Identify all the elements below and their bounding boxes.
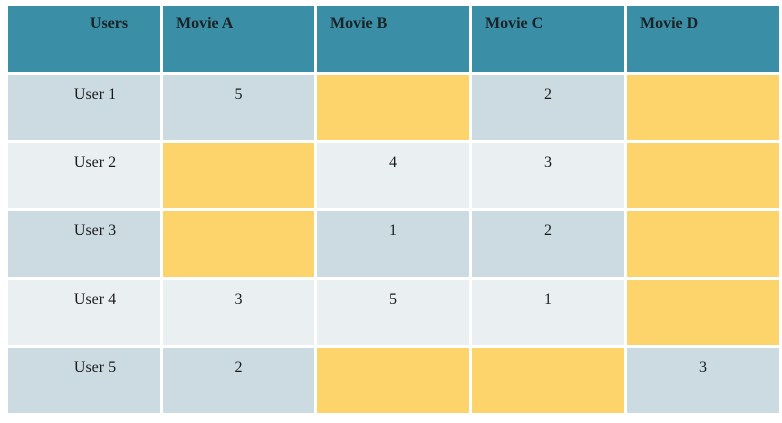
missing-rating-cell (627, 211, 779, 277)
missing-rating-cell (163, 211, 314, 277)
user-label: User 1 (8, 75, 160, 140)
missing-rating-cell (627, 75, 779, 140)
rating-cell: 2 (472, 75, 624, 140)
missing-rating-cell (317, 348, 469, 413)
rating-cell: 3 (627, 348, 779, 413)
user-label: User 2 (8, 143, 160, 208)
rating-cell: 2 (163, 348, 314, 413)
header-movie-a: Movie A (163, 6, 314, 72)
rating-cell: 5 (163, 75, 314, 140)
user-label: User 3 (8, 211, 160, 277)
rating-cell: 2 (472, 211, 624, 277)
missing-rating-cell (317, 75, 469, 140)
rating-cell: 1 (472, 280, 624, 345)
missing-rating-cell (472, 348, 624, 413)
user-label: User 4 (8, 280, 160, 345)
missing-rating-cell (627, 143, 779, 208)
header-movie-c: Movie C (472, 6, 624, 72)
missing-rating-cell (627, 280, 779, 345)
user-label: User 5 (8, 348, 160, 413)
header-users: Users (8, 6, 160, 72)
rating-cell: 3 (163, 280, 314, 345)
rating-cell: 3 (472, 143, 624, 208)
header-movie-b: Movie B (317, 6, 469, 72)
rating-cell: 1 (317, 211, 469, 277)
rating-cell: 5 (317, 280, 469, 345)
rating-cell: 4 (317, 143, 469, 208)
header-movie-d: Movie D (627, 6, 779, 72)
missing-rating-cell (163, 143, 314, 208)
